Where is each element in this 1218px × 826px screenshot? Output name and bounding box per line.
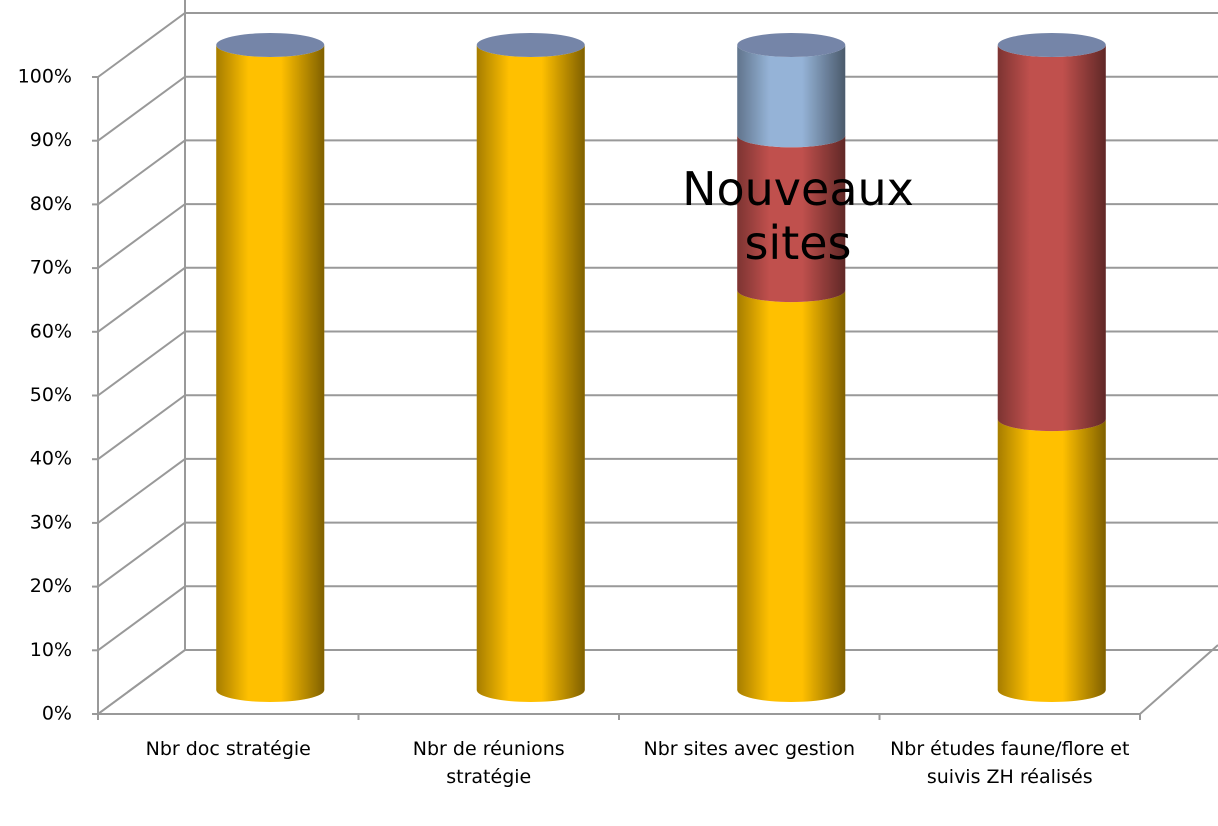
y-tick-label: 30%	[30, 511, 72, 533]
bar-shade	[737, 45, 846, 148]
bar-top	[997, 33, 1106, 57]
x-tick-label: Nbr sites avec gestion	[643, 738, 856, 760]
y-tick-label: 80%	[30, 193, 72, 215]
grid-line	[97, 394, 1218, 461]
y-tick-label: 20%	[30, 575, 72, 597]
grid-line	[97, 139, 1218, 206]
bar-top	[216, 33, 325, 57]
bar-shade	[737, 290, 846, 702]
grid-line	[97, 330, 1218, 397]
y-tick-label: 70%	[30, 257, 72, 279]
y-tick-label: 60%	[30, 320, 72, 342]
bar-shade	[216, 45, 325, 702]
annotation: Nouveaux sites	[682, 162, 914, 270]
x-tick-label: Nbr études faune/flore et suivis ZH réal…	[890, 738, 1130, 788]
y-tick-label: 0%	[42, 703, 72, 725]
bar-shade	[476, 45, 585, 702]
grid-line	[97, 75, 1218, 142]
grid-line	[97, 585, 1218, 652]
grid-line	[97, 203, 1218, 269]
grid-line	[97, 457, 1218, 524]
y-tick-label: 100%	[18, 66, 72, 88]
y-tick-label: 10%	[30, 639, 72, 661]
grid-line	[97, 649, 1218, 715]
bar-shade	[997, 419, 1106, 702]
y-tick-label: 90%	[30, 129, 72, 151]
grid-line	[97, 521, 1218, 588]
bar-shade	[737, 135, 846, 303]
x-tick-label: Nbr doc stratégie	[145, 738, 311, 760]
bar-top	[737, 33, 846, 57]
y-tick-label: 50%	[30, 384, 72, 406]
bar-shade	[997, 45, 1106, 432]
y-tick-label: 40%	[30, 448, 72, 470]
bar-top	[476, 33, 585, 57]
x-tick-label: Nbr de réunions stratégie	[412, 738, 565, 788]
grid-line	[97, 266, 1218, 333]
grid-line	[97, 12, 1218, 78]
